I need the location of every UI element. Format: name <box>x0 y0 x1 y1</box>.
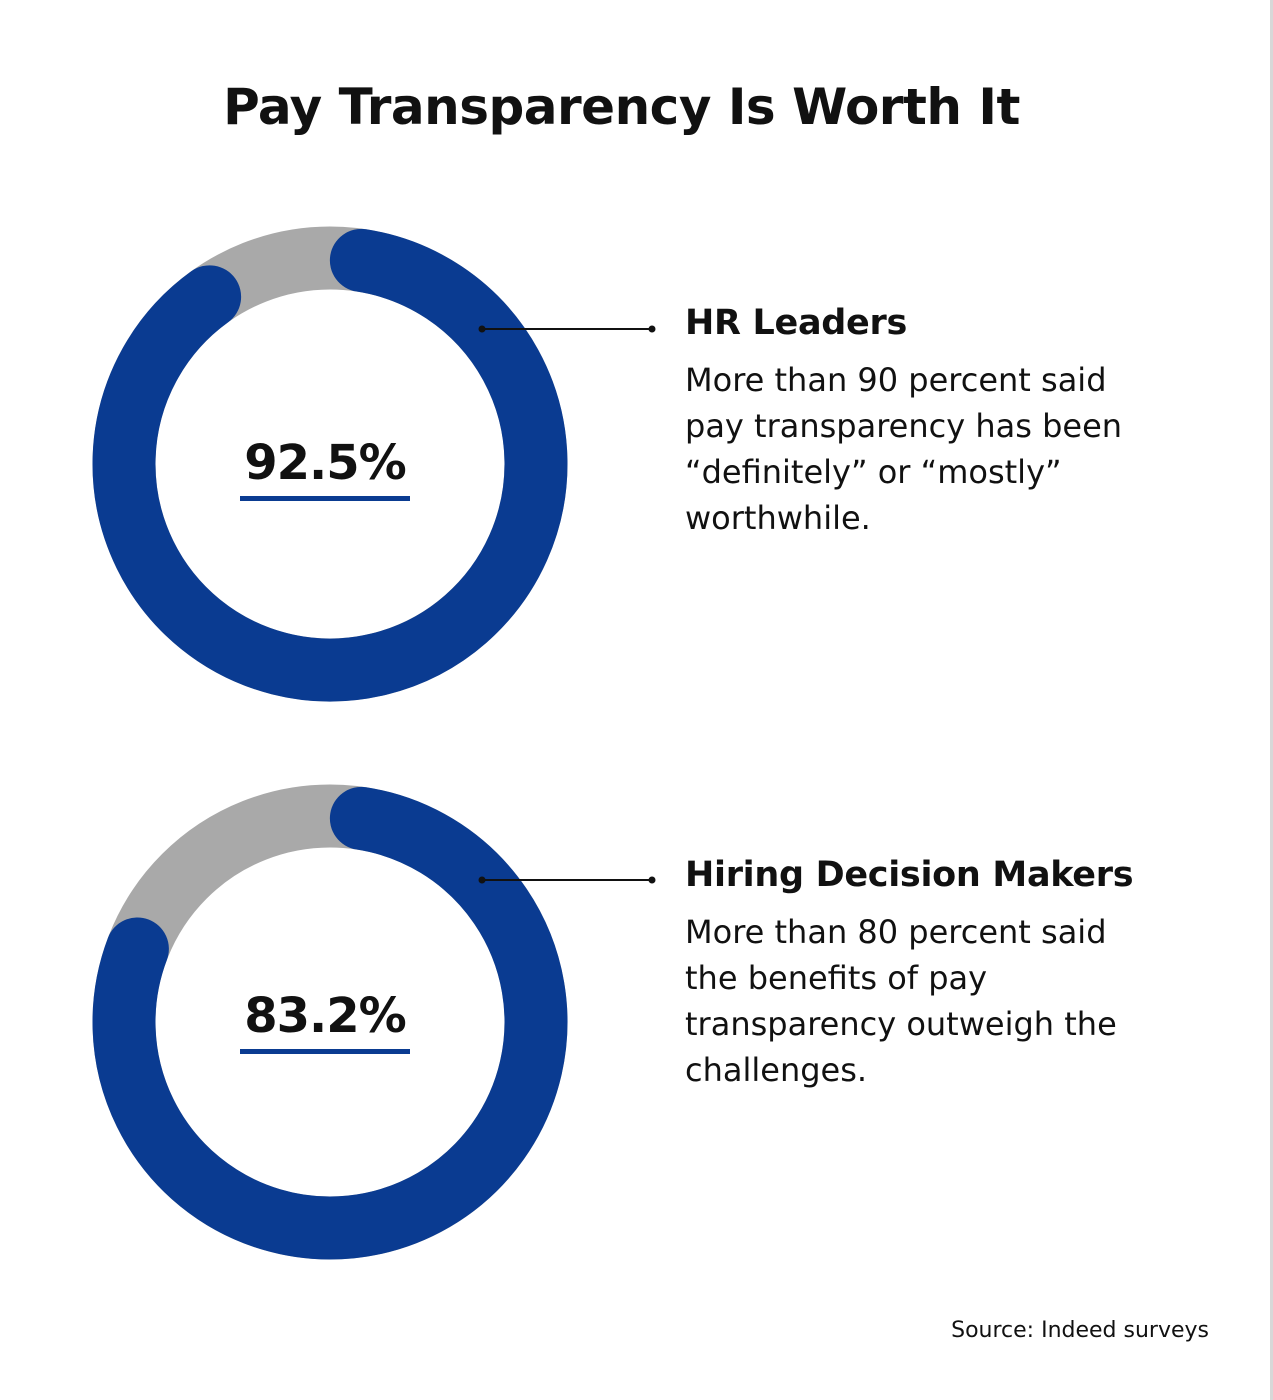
source-note: Source: Indeed surveys <box>951 1318 1209 1343</box>
donut-1-value-arc <box>92 228 568 702</box>
donut-2-label: Hiring Decision Makers <box>685 855 1134 895</box>
donut-1-label: HR Leaders <box>685 303 907 343</box>
donut-2-value: 83.2% <box>244 988 407 1044</box>
page-edge <box>1270 0 1273 1400</box>
donut-2-description: More than 80 percent said the benefits o… <box>685 913 1117 1089</box>
donut-2-leader-dot <box>478 876 486 884</box>
donut-2-underline <box>240 1049 410 1054</box>
chart-title: Pay Transparency Is Worth It <box>223 78 1020 136</box>
donut-1-underline <box>240 496 410 501</box>
donut-1-leader-dot <box>648 325 656 333</box>
donut-1-leader-dot <box>478 325 486 333</box>
donut-1-description: More than 90 percent said pay transparen… <box>685 361 1123 537</box>
donut-2-value-arc <box>92 786 568 1260</box>
donut-2-leader-dot <box>648 876 656 884</box>
donut-1-value: 92.5% <box>244 435 407 491</box>
